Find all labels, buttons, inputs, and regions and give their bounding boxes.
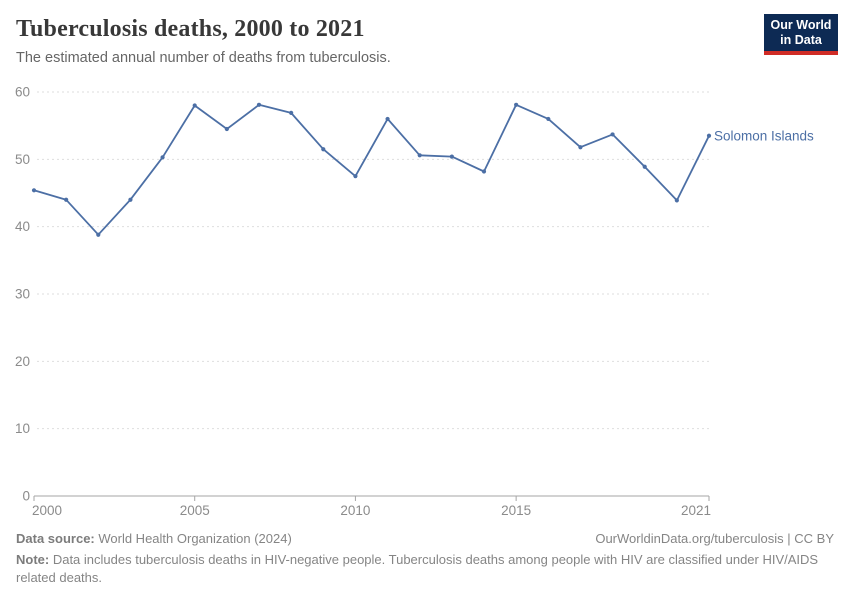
data-source-value: World Health Organization (2024) — [94, 531, 292, 546]
owid-logo-line1: Our World — [770, 18, 832, 32]
data-source-text: Data source: World Health Organization (… — [16, 530, 292, 548]
data-line — [33, 103, 710, 236]
data-point — [289, 110, 294, 115]
owid-logo-line2: in Data — [780, 33, 822, 47]
data-point — [256, 102, 262, 107]
data-point — [642, 164, 647, 169]
footer-row-source: Data source: World Health Organization (… — [16, 530, 834, 548]
note-text: Data includes tuberculosis deaths in HIV… — [16, 552, 819, 585]
data-point — [64, 197, 69, 202]
footer-note: Note: Data includes tuberculosis deaths … — [16, 551, 834, 587]
data-point — [546, 116, 551, 122]
y-tick-label: 50 — [15, 152, 30, 167]
data-point — [417, 153, 422, 158]
data-point — [224, 126, 229, 132]
y-tick-label: 60 — [15, 85, 30, 100]
note-label: Note: — [16, 552, 50, 567]
y-tick-label: 30 — [15, 287, 30, 302]
data-point — [481, 169, 487, 174]
data-point — [192, 103, 197, 108]
owid-logo[interactable]: Our World in Data — [764, 14, 838, 55]
data-point — [96, 232, 101, 237]
x-tick-label: 2010 — [340, 503, 370, 518]
page-title: Tuberculosis deaths, 2000 to 2021 — [16, 16, 365, 42]
data-point — [128, 197, 133, 202]
entity-label: Solomon Islands — [714, 128, 814, 143]
chart-footer: Data source: World Health Organization (… — [16, 530, 834, 587]
data-point — [514, 102, 519, 107]
x-tick-label: 2015 — [501, 503, 531, 518]
x-tick-label: 2021 — [681, 503, 711, 518]
data-point — [578, 145, 583, 150]
data-point — [160, 155, 165, 160]
y-tick-label: 40 — [15, 219, 30, 234]
data-source-label: Data source: — [16, 531, 95, 546]
data-point — [353, 174, 358, 179]
data-point — [321, 147, 326, 152]
data-point — [385, 116, 390, 122]
y-tick-label: 0 — [22, 489, 30, 504]
line-chart: 0 10 20 30 40 50 60 2000 2005 2010 2015 2021 Solomon… — [15, 85, 814, 519]
x-tick-label: 2000 — [32, 503, 62, 518]
x-tick-label: 2005 — [180, 503, 210, 518]
data-point — [674, 198, 679, 203]
chart-subtitle: The estimated annual number of deaths fr… — [16, 50, 391, 66]
y-tick-label: 10 — [15, 421, 30, 436]
owid-license-link[interactable]: OurWorldinData.org/tuberculosis | CC BY — [595, 531, 834, 546]
y-tick-label: 20 — [15, 354, 30, 369]
data-point — [31, 188, 37, 193]
data-point — [706, 133, 712, 138]
data-point — [449, 154, 454, 159]
data-point — [610, 132, 615, 137]
